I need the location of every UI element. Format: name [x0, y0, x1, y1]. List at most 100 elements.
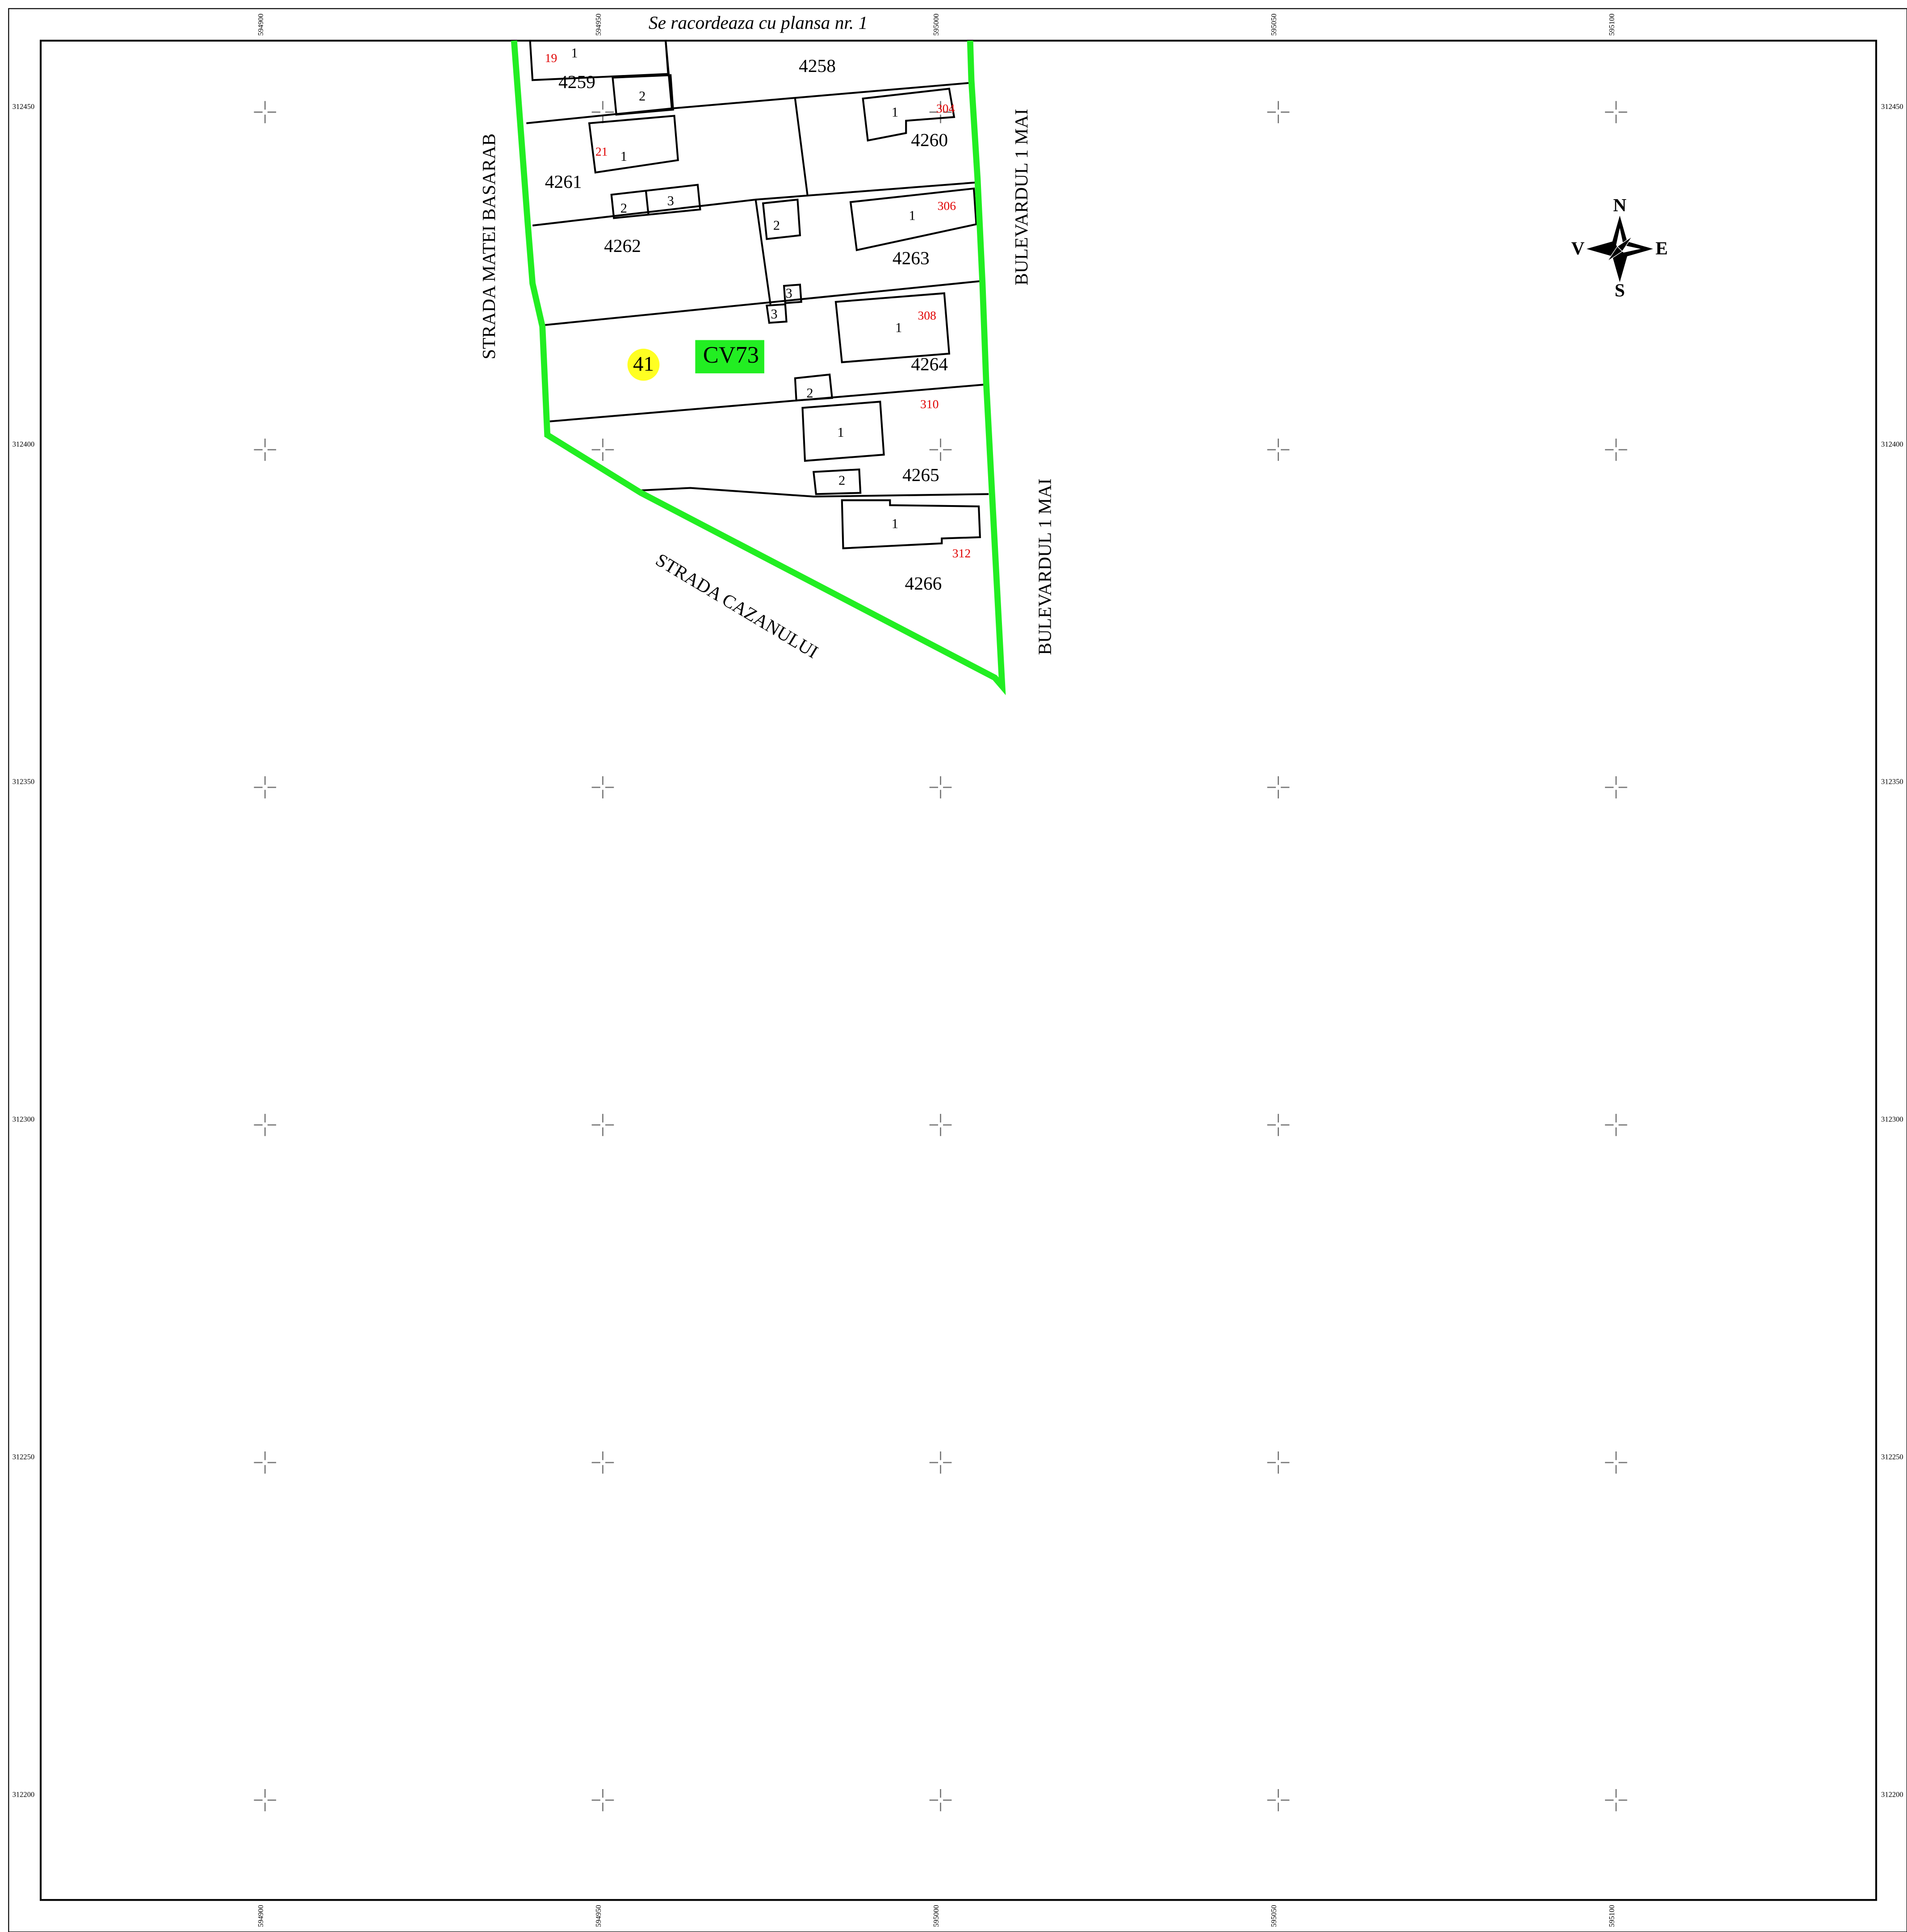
buildings: [529, 39, 981, 549]
grid-cross: [1267, 439, 1290, 461]
building-number: 2: [806, 385, 813, 401]
building: [783, 284, 802, 304]
street-name: STRADA CAZANULUI: [652, 549, 821, 662]
address-number: 312: [952, 546, 971, 560]
x-coord-label: 595100: [1607, 1905, 1616, 1927]
grid-cross: [591, 1451, 614, 1474]
building: [849, 187, 977, 251]
compass-star-diagonal: [1607, 246, 1623, 262]
building: [588, 115, 679, 174]
building: [834, 292, 951, 364]
inner-frame: [39, 39, 1878, 1901]
parcel-number: 4263: [893, 248, 930, 268]
grid-cross: [1267, 1114, 1290, 1136]
compass-east: E: [1656, 238, 1668, 259]
building-number: 1: [837, 425, 844, 440]
grid-cross: [929, 776, 952, 799]
grid-cross: [1605, 439, 1627, 461]
y-coord-label: 312450: [13, 102, 35, 111]
zone-label-box: [695, 340, 764, 373]
zone-boundary: [511, 40, 1006, 695]
grid-cross: [254, 1451, 277, 1474]
street-name: STRADA MATEI BASARAB: [478, 134, 499, 360]
building: [766, 303, 788, 324]
zone-marker: 41: [633, 352, 654, 376]
building-divider: [645, 191, 650, 215]
grid-cross: [1267, 1451, 1290, 1474]
grid-cross: [254, 776, 277, 799]
compass-north: N: [1613, 195, 1626, 215]
outer-frame: [8, 8, 1907, 1932]
address-number: 304: [936, 101, 955, 115]
grid-cross: [929, 1114, 952, 1136]
grid-cross: [254, 1789, 277, 1811]
grid-cross: [591, 776, 614, 799]
grid-cross: [929, 101, 952, 123]
grid-cross: [1605, 776, 1627, 799]
compass: N S E V: [1571, 195, 1668, 300]
y-coord-label: 312350: [13, 778, 35, 786]
building-number: 1: [620, 149, 627, 164]
x-coord-label: 595000: [932, 13, 940, 36]
parcel-line: [542, 280, 983, 326]
grid-cross: [1605, 101, 1627, 123]
building: [794, 373, 833, 401]
x-coord-label: 595050: [1270, 1905, 1278, 1927]
building-number: 1: [571, 45, 578, 60]
address-number: 21: [595, 144, 608, 158]
x-coord-label: 595100: [1607, 13, 1616, 36]
address-number: 306: [938, 199, 956, 213]
x-coord-label: 595000: [932, 1905, 940, 1927]
parcel-number: 4264: [911, 354, 948, 374]
grid-cross: [929, 1451, 952, 1474]
street-name: BULEVARDUL 1 MAI: [1034, 478, 1055, 655]
building: [841, 499, 981, 549]
header-title: Se racordeaza cu plansa nr. 1: [649, 13, 868, 33]
building-number: 3: [786, 285, 792, 301]
address-number: 308: [918, 308, 936, 322]
building-number: 2: [838, 473, 845, 488]
building: [610, 184, 701, 219]
y-coord-label: 312400: [13, 440, 35, 448]
building: [612, 74, 674, 116]
parcel-number: 4265: [902, 464, 939, 485]
y-coord-label: 312250: [1881, 1453, 1903, 1461]
building: [812, 468, 862, 495]
grid-cross: [591, 1789, 614, 1811]
y-coord-label: 312300: [1881, 1115, 1903, 1124]
zone-marker-circle: [627, 348, 660, 381]
y-coord-label: 312250: [13, 1453, 35, 1461]
parcel-lines: [526, 40, 989, 498]
building: [529, 39, 669, 81]
parcel-number: 4259: [558, 71, 595, 92]
y-coord-label: 312300: [13, 1115, 35, 1124]
y-coord-label: 312200: [1881, 1790, 1903, 1799]
y-coord-label: 312200: [13, 1790, 35, 1799]
y-coord-label: 312450: [1881, 102, 1903, 111]
grid-cross: [1267, 776, 1290, 799]
street-name: BULEVARDUL 1 MAI: [1011, 109, 1031, 285]
building: [801, 401, 885, 462]
parcel-line: [641, 487, 989, 498]
building: [762, 198, 801, 240]
labels: 4258425942604261426242634264426542661211…: [478, 45, 1055, 662]
grid-cross: [1605, 1451, 1627, 1474]
grid-cross: [591, 1114, 614, 1136]
parcel-number: 4266: [905, 573, 942, 594]
x-coord-label: 595050: [1270, 13, 1278, 36]
building-number: 2: [620, 201, 627, 216]
building-number: 1: [895, 320, 902, 335]
grid-cross: [254, 1114, 277, 1136]
x-coord-label: 594950: [594, 1905, 603, 1927]
x-coord-label: 594900: [256, 13, 265, 36]
grid-cross: [591, 439, 614, 461]
parcel-line: [549, 383, 986, 422]
compass-west: V: [1571, 238, 1584, 259]
grid-cross: [1267, 1789, 1290, 1811]
parcel-number: 4258: [799, 55, 836, 76]
address-number: 310: [920, 397, 939, 411]
grid-cross: [591, 101, 614, 123]
compass-south: S: [1615, 280, 1625, 300]
building-number: 1: [909, 208, 915, 223]
